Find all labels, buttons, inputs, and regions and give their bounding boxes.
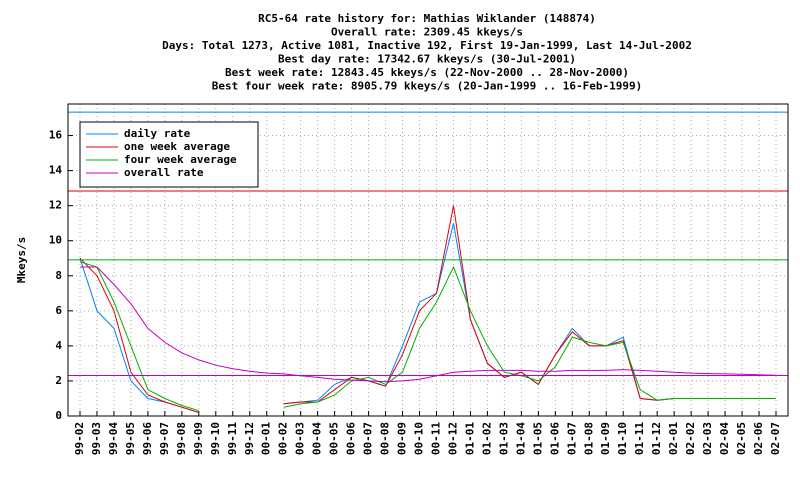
- x-tick-label: 99-11: [226, 422, 239, 455]
- x-tick-label: 99-03: [90, 422, 103, 455]
- x-tick-label: 01-01: [463, 422, 476, 455]
- x-tick-label: 00-05: [328, 422, 341, 455]
- x-tick-label: 01-03: [497, 422, 510, 455]
- x-tick-label: 00-12: [446, 422, 459, 455]
- x-tick-label: 01-09: [599, 422, 612, 455]
- x-tick-label: 01-02: [480, 422, 493, 455]
- x-tick-label: 00-01: [260, 422, 273, 455]
- x-tick-label: 01-04: [514, 422, 527, 455]
- chart-title: Best week rate: 12843.45 kkeys/s (22-Nov…: [225, 66, 629, 79]
- x-tick-label: 00-02: [277, 422, 290, 455]
- x-tick-label: 01-05: [531, 422, 544, 455]
- y-tick-label: 0: [55, 409, 62, 422]
- x-tick-label: 02-05: [735, 422, 748, 455]
- x-tick-label: 00-09: [396, 422, 409, 455]
- legend-label: daily rate: [124, 127, 191, 140]
- x-tick-label: 01-10: [616, 422, 629, 455]
- y-tick-label: 12: [49, 199, 62, 212]
- legend-label: one week average: [124, 140, 230, 153]
- x-tick-label: 02-01: [667, 422, 680, 455]
- x-tick-label: 99-08: [175, 422, 188, 455]
- x-tick-label: 99-05: [124, 422, 137, 455]
- x-tick-label: 02-02: [684, 422, 697, 455]
- y-tick-label: 6: [55, 304, 62, 317]
- x-tick-label: 01-11: [633, 422, 646, 455]
- x-tick-label: 00-11: [429, 422, 442, 455]
- x-tick-label: 99-09: [192, 422, 205, 455]
- x-tick-label: 00-10: [413, 422, 426, 455]
- x-tick-label: 99-07: [158, 422, 171, 455]
- x-tick-label: 01-06: [548, 422, 561, 455]
- chart-title: Days: Total 1273, Active 1081, Inactive …: [162, 39, 692, 52]
- y-tick-label: 16: [49, 129, 63, 142]
- x-tick-label: 99-06: [141, 422, 154, 455]
- x-tick-label: 02-04: [718, 422, 731, 455]
- chart-title: RC5-64 rate history for: Mathias Wikland…: [258, 12, 596, 25]
- x-tick-label: 00-03: [294, 422, 307, 455]
- x-tick-label: 00-04: [311, 422, 324, 455]
- x-tick-label: 99-10: [209, 422, 222, 455]
- y-tick-label: 2: [55, 374, 62, 387]
- y-tick-label: 10: [49, 234, 62, 247]
- series-line: [79, 261, 776, 412]
- plot-frame: [67, 103, 789, 417]
- legend-box: [79, 121, 259, 188]
- y-tick-label: 14: [49, 164, 63, 177]
- x-tick-label: 01-07: [565, 422, 578, 455]
- legend-label: four week average: [124, 153, 237, 166]
- legend-label: overall rate: [124, 166, 204, 179]
- chart-title: Best day rate: 17342.67 kkeys/s (30-Jul-…: [278, 53, 576, 66]
- series-line: [80, 266, 777, 383]
- chart-title: Overall rate: 2309.45 kkeys/s: [331, 26, 523, 39]
- x-tick-label: 99-04: [107, 422, 120, 455]
- y-tick-label: 8: [55, 269, 62, 282]
- y-tick-label: 4: [55, 339, 62, 352]
- x-tick-label: 00-08: [379, 422, 392, 455]
- y-axis-label: Mkeys/s: [15, 237, 28, 283]
- x-tick-label: 99-12: [243, 422, 256, 455]
- chart-title: Best four week rate: 8905.79 kkeys/s (20…: [212, 80, 642, 93]
- x-tick-label: 02-07: [769, 422, 782, 455]
- x-tick-label: 01-12: [650, 422, 663, 455]
- x-tick-label: 02-03: [701, 422, 714, 455]
- x-tick-label: 01-08: [582, 422, 595, 455]
- x-tick-label: 02-06: [752, 422, 765, 455]
- x-tick-label: 00-06: [345, 422, 358, 455]
- x-tick-label: 00-07: [362, 422, 375, 455]
- x-tick-label: 99-02: [73, 422, 86, 455]
